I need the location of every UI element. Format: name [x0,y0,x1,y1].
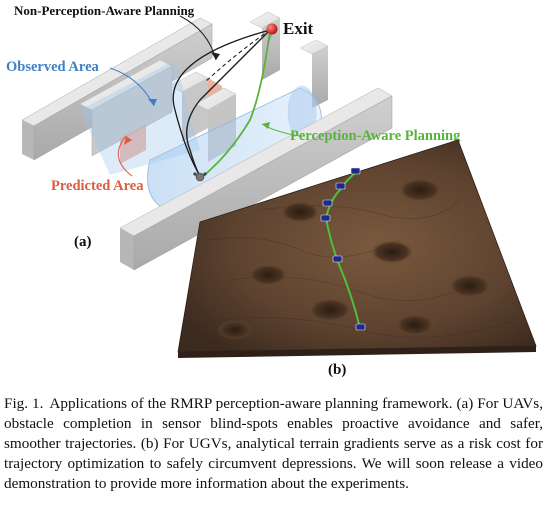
label-predicted-area: Predicted Area [51,178,144,194]
caption-lead: Fig. 1. [4,395,44,412]
label-perception-aware: Perception-Aware Planning [290,128,461,144]
label-exit: Exit [283,19,314,38]
caption-text: Applications of the RMRP perception-awar… [4,395,543,492]
panel-a-scene [21,11,393,271]
figure-caption: Fig. 1. Applications of the RMRP percepti… [4,394,543,494]
panel-b-label: (b) [328,362,346,378]
label-non-perception-aware: Non-Perception-Aware Planning [14,3,195,18]
figure: Non-Perception-Aware Planning Exit Obser… [6,3,537,378]
panel-a-label: (a) [74,234,92,250]
exit-marker [266,23,278,35]
label-observed-area: Observed Area [6,59,100,75]
panel-b-terrain [177,139,537,358]
